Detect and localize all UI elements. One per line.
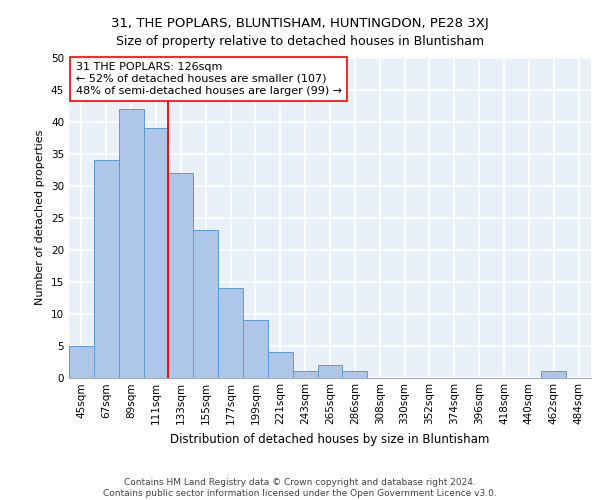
Bar — [94, 160, 119, 378]
Bar — [317, 364, 343, 378]
Text: Size of property relative to detached houses in Bluntisham: Size of property relative to detached ho… — [116, 35, 484, 48]
Text: Contains HM Land Registry data © Crown copyright and database right 2024.
Contai: Contains HM Land Registry data © Crown c… — [103, 478, 497, 498]
Bar — [143, 128, 169, 378]
X-axis label: Distribution of detached houses by size in Bluntisham: Distribution of detached houses by size … — [170, 433, 490, 446]
Bar — [119, 108, 143, 378]
Bar — [243, 320, 268, 378]
Bar — [193, 230, 218, 378]
Text: 31, THE POPLARS, BLUNTISHAM, HUNTINGDON, PE28 3XJ: 31, THE POPLARS, BLUNTISHAM, HUNTINGDON,… — [111, 18, 489, 30]
Bar — [218, 288, 243, 378]
Bar — [541, 371, 566, 378]
Text: 31 THE POPLARS: 126sqm
← 52% of detached houses are smaller (107)
48% of semi-de: 31 THE POPLARS: 126sqm ← 52% of detached… — [76, 62, 342, 96]
Bar — [169, 172, 193, 378]
Bar — [343, 371, 367, 378]
Bar — [293, 371, 317, 378]
Y-axis label: Number of detached properties: Number of detached properties — [35, 130, 46, 305]
Bar — [268, 352, 293, 378]
Bar — [69, 346, 94, 378]
